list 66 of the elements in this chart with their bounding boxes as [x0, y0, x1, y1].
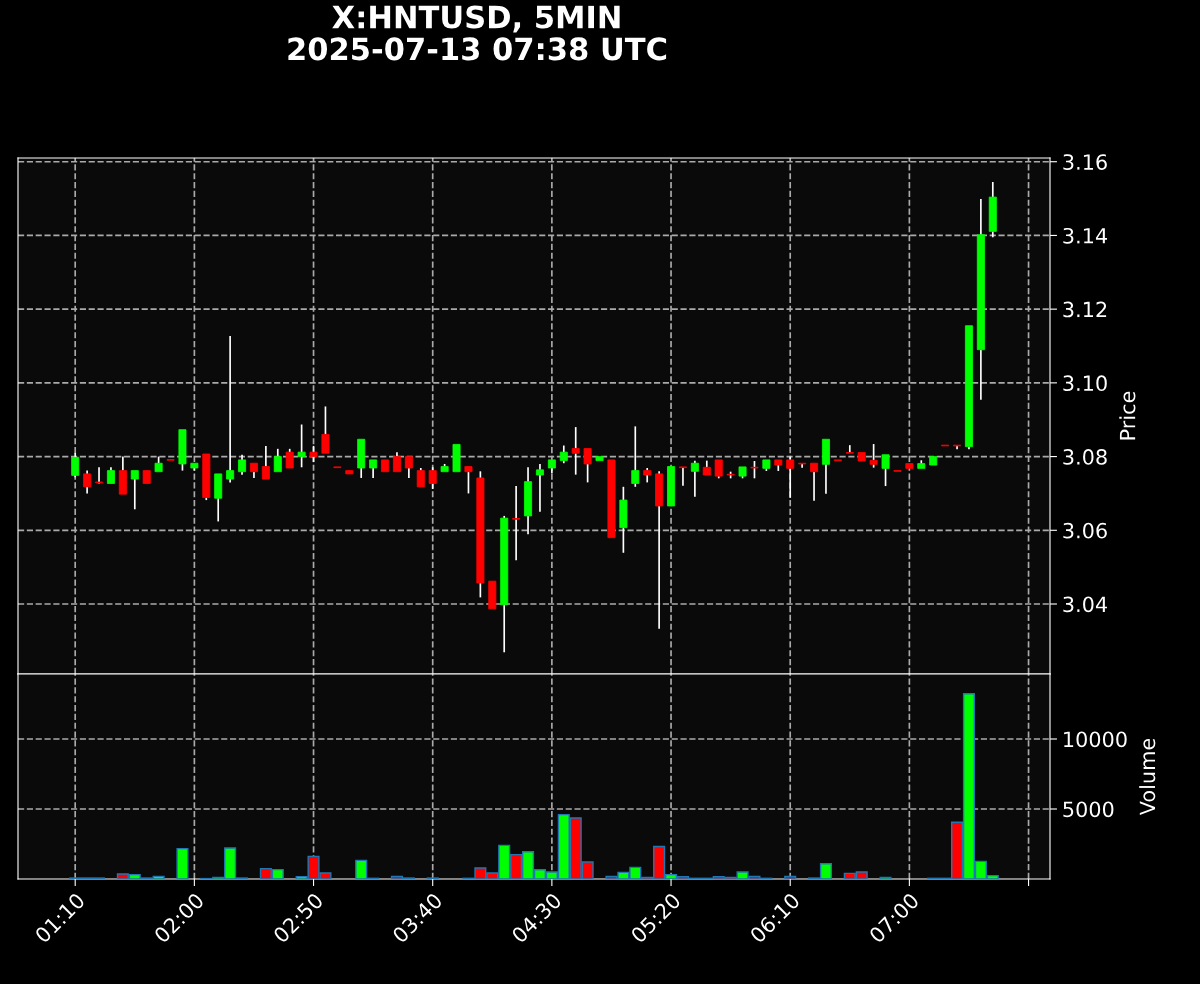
candlestick [595, 456, 604, 462]
candlestick [285, 448, 294, 469]
chart-title: X:HNTUSD, 5MIN 2025-07-13 07:38 UTC [288, 5, 667, 61]
y-axis-title: Volume [1139, 738, 1156, 816]
y-tick-label: 3.12 [1063, 301, 1107, 318]
candlestick [905, 463, 914, 469]
bar [176, 847, 189, 880]
y-tick-label: 3.04 [1063, 596, 1108, 613]
candlestick [214, 473, 223, 523]
candlestick [607, 459, 616, 539]
candlestick [857, 452, 866, 462]
candlestick [988, 181, 997, 239]
candlestick [571, 426, 580, 476]
candlestick [976, 198, 985, 401]
candlestick [345, 470, 354, 475]
candlestick [655, 470, 664, 630]
candlestick [929, 456, 938, 466]
candlestick [488, 580, 497, 610]
candlestick [404, 456, 413, 479]
candlestick [964, 325, 973, 451]
y-tick-label: 3.16 [1063, 154, 1107, 170]
candlestick [631, 425, 640, 488]
candlestick [273, 448, 282, 473]
candlestick [452, 444, 461, 473]
candlestick [941, 444, 950, 447]
candlestick [512, 485, 521, 561]
y-tick-label: 3.14 [1063, 227, 1108, 244]
y-axis-title: Price [1119, 391, 1136, 440]
candlestick [202, 453, 211, 501]
candlestick [524, 466, 533, 536]
candlestick [392, 451, 401, 473]
y-tick-label: 3.10 [1063, 375, 1107, 392]
candlestick [833, 459, 842, 462]
y-tick-label: 3.06 [1063, 522, 1107, 539]
candlestick [321, 405, 330, 454]
candlestick [381, 459, 390, 473]
candlestick [821, 438, 830, 495]
candlestick [559, 444, 568, 465]
candlestick [702, 459, 711, 476]
candlestick [810, 462, 819, 502]
candlestick [130, 470, 139, 511]
y-tick-label: 5000 [1063, 801, 1114, 818]
candlestick [678, 466, 687, 487]
candlestick [118, 455, 127, 495]
candlestick [464, 466, 473, 495]
y-tick-label: 10000 [1064, 731, 1127, 748]
candlestick [369, 459, 378, 479]
candlestick [690, 459, 699, 498]
candlestick [667, 466, 676, 507]
candlestick [142, 470, 151, 484]
candlestick [798, 462, 807, 469]
candlestick [249, 462, 258, 479]
candlestick [917, 459, 926, 469]
candlestick [643, 467, 652, 484]
candlestick [583, 448, 592, 484]
candlestick [333, 466, 342, 469]
candlestick [428, 466, 437, 490]
candlestick [535, 463, 544, 513]
candlestick [845, 444, 854, 454]
candlestick [106, 466, 115, 484]
candlestick [774, 459, 783, 472]
candlestick [416, 467, 425, 488]
y-tick-label: 3.08 [1063, 449, 1107, 465]
candlestick [261, 445, 270, 480]
bar [784, 875, 797, 880]
candlestick [357, 438, 366, 479]
